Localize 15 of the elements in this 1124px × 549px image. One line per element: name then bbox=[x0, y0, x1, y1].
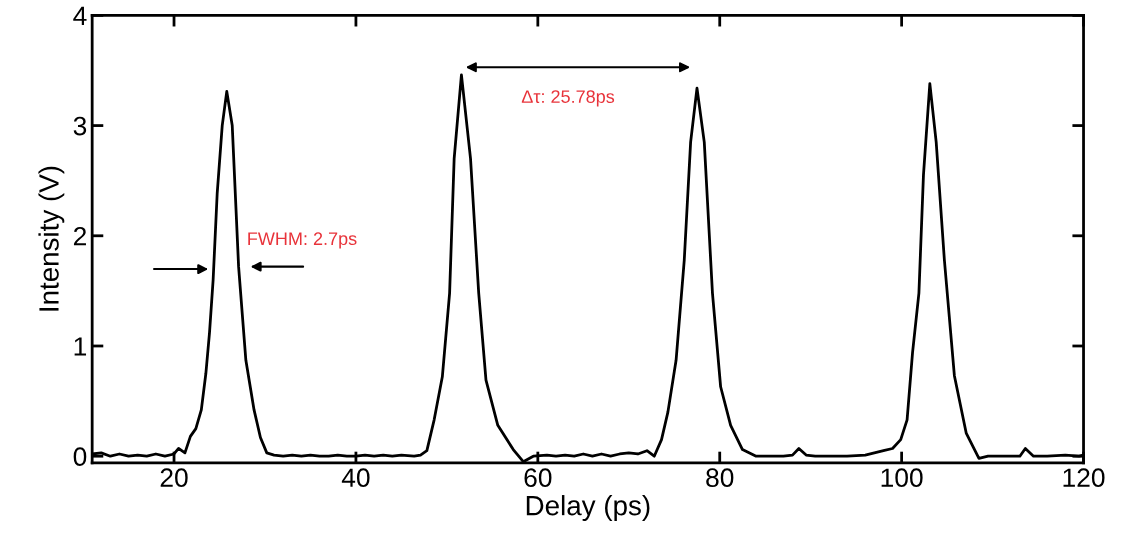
y-tick-label: 4 bbox=[73, 6, 87, 25]
y-axis-title: Intensity (V) bbox=[38, 166, 65, 311]
x-tick-label: 100 bbox=[881, 468, 923, 488]
y-tick-label: 3 bbox=[73, 116, 87, 136]
x-tick-label: 60 bbox=[524, 468, 552, 488]
annotation: FWHM: 2.7ps bbox=[248, 232, 357, 249]
y-tick-label: 2 bbox=[73, 226, 86, 246]
x-tick-label: 40 bbox=[341, 468, 370, 488]
x-axis-title: Delay (ps) bbox=[526, 495, 650, 521]
x-tick-label: 80 bbox=[706, 468, 734, 488]
x-tick-label: 20 bbox=[160, 468, 188, 488]
x-tick-label: 120 bbox=[1063, 468, 1105, 488]
y-tick-label: 1 bbox=[74, 337, 87, 356]
y-tick-label: 0 bbox=[73, 447, 87, 467]
annotation: Δτ: 25.78ps bbox=[521, 90, 615, 107]
